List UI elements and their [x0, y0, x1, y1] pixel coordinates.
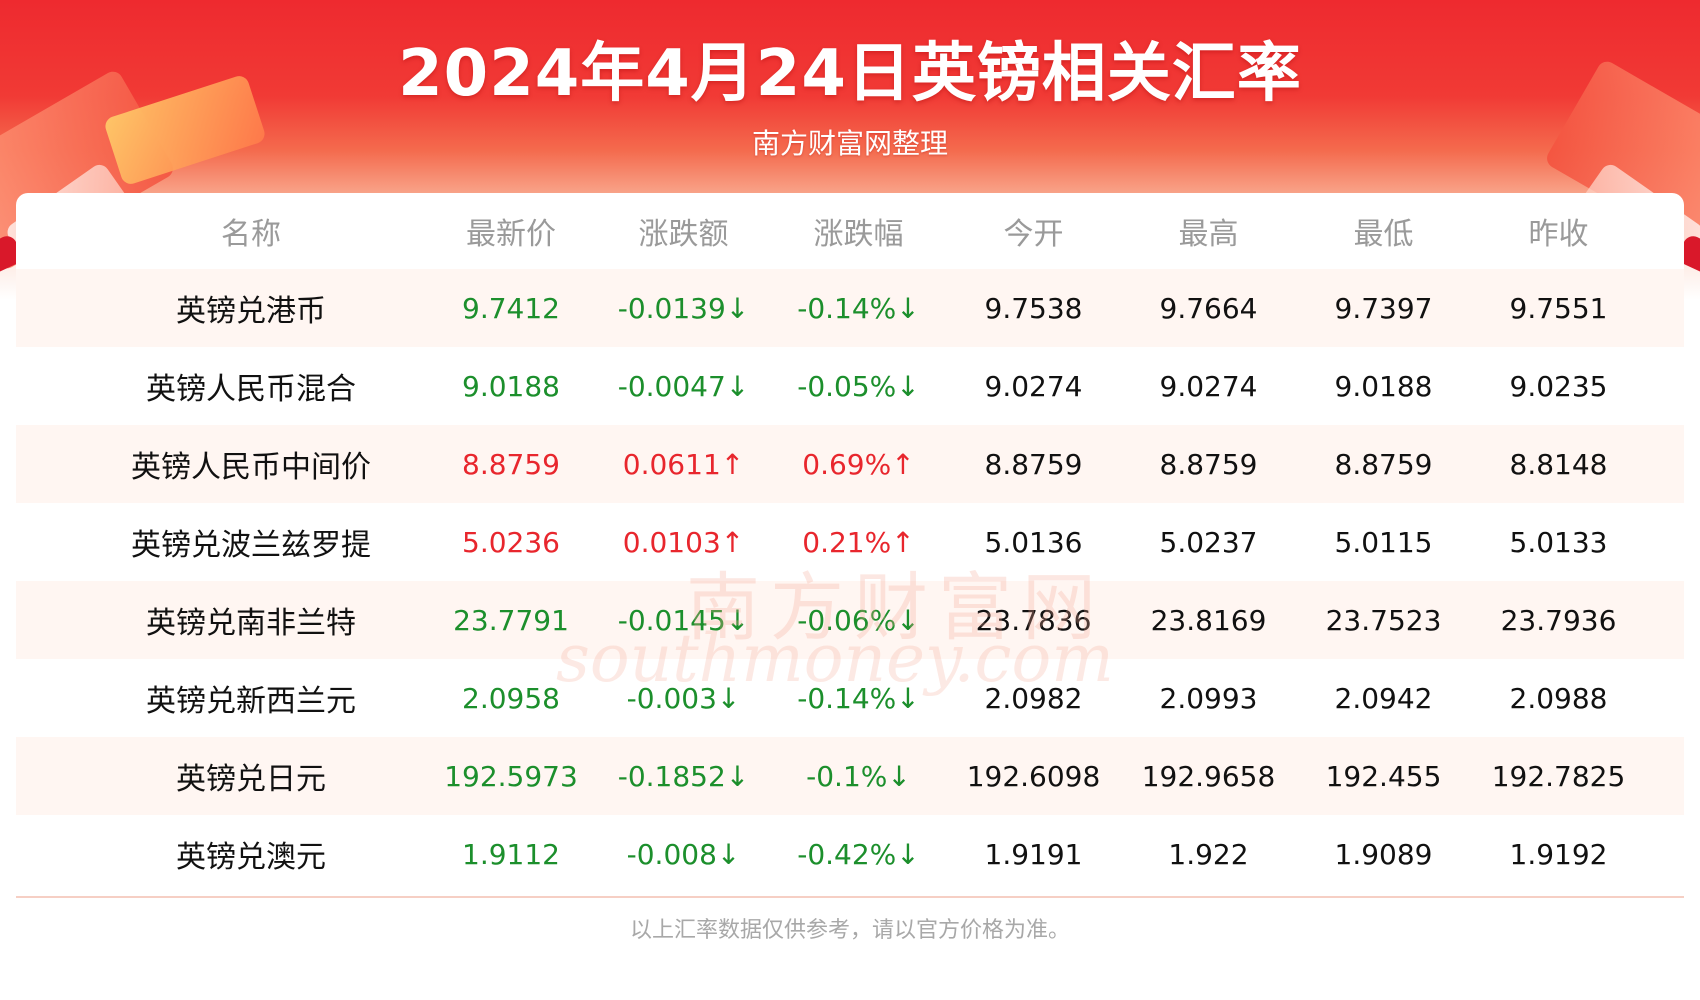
row-high: 9.0274: [1159, 369, 1258, 403]
row-change: -0.008↓: [626, 837, 741, 871]
table-row: 英镑兑新西兰元 2.0958 -0.003↓ -0.14%↓ 2.0982 2.0993 2…: [16, 659, 1684, 737]
row-high: 5.0237: [1159, 525, 1258, 559]
row-open: 9.7538: [984, 291, 1083, 325]
row-pct: -0.42%↓: [797, 837, 920, 871]
column-header-pct: 涨跌幅: [813, 217, 904, 252]
row-open: 1.9191: [984, 837, 1083, 871]
row-high: 2.0993: [1159, 681, 1258, 715]
row-change: 0.0611↑: [622, 447, 745, 481]
row-name: 英镑兑新西兰元: [146, 684, 356, 719]
row-low: 9.0188: [1334, 369, 1433, 403]
table-header: 名称 最新价 涨跌额 涨跌幅 今开 最高 最低 昨收: [16, 193, 1684, 269]
row-low: 8.8759: [1334, 447, 1433, 481]
row-latest: 9.7412: [462, 291, 560, 325]
row-change: -0.1852↓: [617, 759, 750, 793]
row-prev: 23.7936: [1500, 603, 1617, 637]
row-prev: 9.7551: [1509, 291, 1608, 325]
row-change: -0.003↓: [626, 681, 741, 715]
row-name: 英镑人民币中间价: [131, 450, 371, 485]
row-high: 192.9658: [1141, 759, 1276, 793]
row-pct: -0.14%↓: [797, 291, 920, 325]
row-prev: 2.0988: [1509, 681, 1608, 715]
row-pct: 0.21%↑: [802, 525, 915, 559]
column-header-change: 涨跌额: [638, 217, 729, 252]
row-pct: -0.1%↓: [806, 759, 911, 793]
table-row: 英镑兑南非兰特 23.7791 -0.0145↓ -0.06%↓ 23.7836 23.8…: [16, 581, 1684, 659]
row-latest: 5.0236: [462, 525, 560, 559]
row-prev: 1.9192: [1509, 837, 1608, 871]
row-name: 英镑兑日元: [176, 762, 326, 797]
column-header-prev: 昨收: [1528, 217, 1589, 252]
table-row: 英镑人民币混合 9.0188 -0.0047↓ -0.05%↓ 9.0274 9.0274…: [16, 347, 1684, 425]
row-pct: -0.06%↓: [797, 603, 920, 637]
row-latest: 9.0188: [462, 369, 560, 403]
row-prev: 192.7825: [1491, 759, 1626, 793]
row-latest: 8.8759: [462, 447, 560, 481]
rates-table: 名称 最新价 涨跌额 涨跌幅 今开 最高 最低 昨收 英镑兑港币 9.7412 -0…: [16, 193, 1684, 898]
row-high: 8.8759: [1159, 447, 1258, 481]
row-latest: 23.7791: [453, 603, 569, 637]
row-prev: 8.8148: [1509, 447, 1608, 481]
row-change: -0.0139↓: [617, 291, 750, 325]
row-open: 5.0136: [984, 525, 1083, 559]
row-name: 英镑人民币混合: [146, 372, 356, 407]
row-prev: 5.0133: [1509, 525, 1608, 559]
row-low: 2.0942: [1334, 681, 1433, 715]
footer-note: 以上汇率数据仅供参考，请以官方价格为准。: [629, 918, 1070, 943]
row-latest: 1.9112: [462, 837, 560, 871]
row-change: 0.0103↑: [622, 525, 745, 559]
column-header-low: 最低: [1353, 217, 1414, 252]
row-high: 23.8169: [1150, 603, 1267, 637]
row-change: -0.0047↓: [617, 369, 750, 403]
row-open: 8.8759: [984, 447, 1083, 481]
row-change: -0.0145↓: [617, 603, 750, 637]
row-latest: 2.0958: [462, 681, 560, 715]
table-row: 英镑兑日元 192.5973 -0.1852↓ -0.1%↓ 192.6098 192.9…: [16, 737, 1684, 815]
row-latest: 192.5973: [444, 759, 578, 793]
table-row: 英镑兑港币 9.7412 -0.0139↓ -0.14%↓ 9.7538 9.7664 9.…: [16, 269, 1684, 347]
row-open: 2.0982: [984, 681, 1083, 715]
column-header-open: 今开: [1003, 217, 1064, 252]
page-subtitle: 南方财富网整理: [751, 127, 948, 160]
column-header-name: 名称: [221, 217, 281, 252]
row-pct: 0.69%↑: [802, 447, 915, 481]
row-high: 9.7664: [1159, 291, 1258, 325]
row-name: 英镑兑南非兰特: [146, 606, 356, 641]
row-low: 192.455: [1325, 759, 1442, 793]
table-row: 英镑兑波兰兹罗提 5.0236 0.0103↑ 0.21%↑ 5.0136 5.0237 5…: [16, 503, 1684, 581]
page-title: 2024年4月24日英镑相关汇率: [398, 37, 1302, 111]
row-name: 英镑兑波兰兹罗提: [131, 528, 371, 563]
table-row: 英镑兑澳元 1.9112 -0.008↓ -0.42%↓ 1.9191 1.922 1.90…: [16, 815, 1684, 893]
row-open: 9.0274: [984, 369, 1083, 403]
row-pct: -0.14%↓: [797, 681, 920, 715]
column-header-high: 最高: [1178, 217, 1239, 252]
row-low: 5.0115: [1334, 525, 1433, 559]
row-name: 英镑兑澳元: [176, 840, 326, 875]
row-open: 192.6098: [966, 759, 1101, 793]
row-low: 1.9089: [1334, 837, 1433, 871]
row-pct: -0.05%↓: [797, 369, 920, 403]
row-high: 1.922: [1168, 837, 1249, 871]
table-row: 英镑人民币中间价 8.8759 0.0611↑ 0.69%↑ 8.8759 8.8759 8…: [16, 425, 1684, 503]
row-name: 英镑兑港币: [176, 294, 326, 329]
row-prev: 9.0235: [1509, 369, 1608, 403]
row-low: 23.7523: [1325, 603, 1442, 637]
column-header-latest: 最新价: [466, 217, 556, 252]
row-open: 23.7836: [975, 603, 1092, 637]
row-low: 9.7397: [1334, 291, 1433, 325]
